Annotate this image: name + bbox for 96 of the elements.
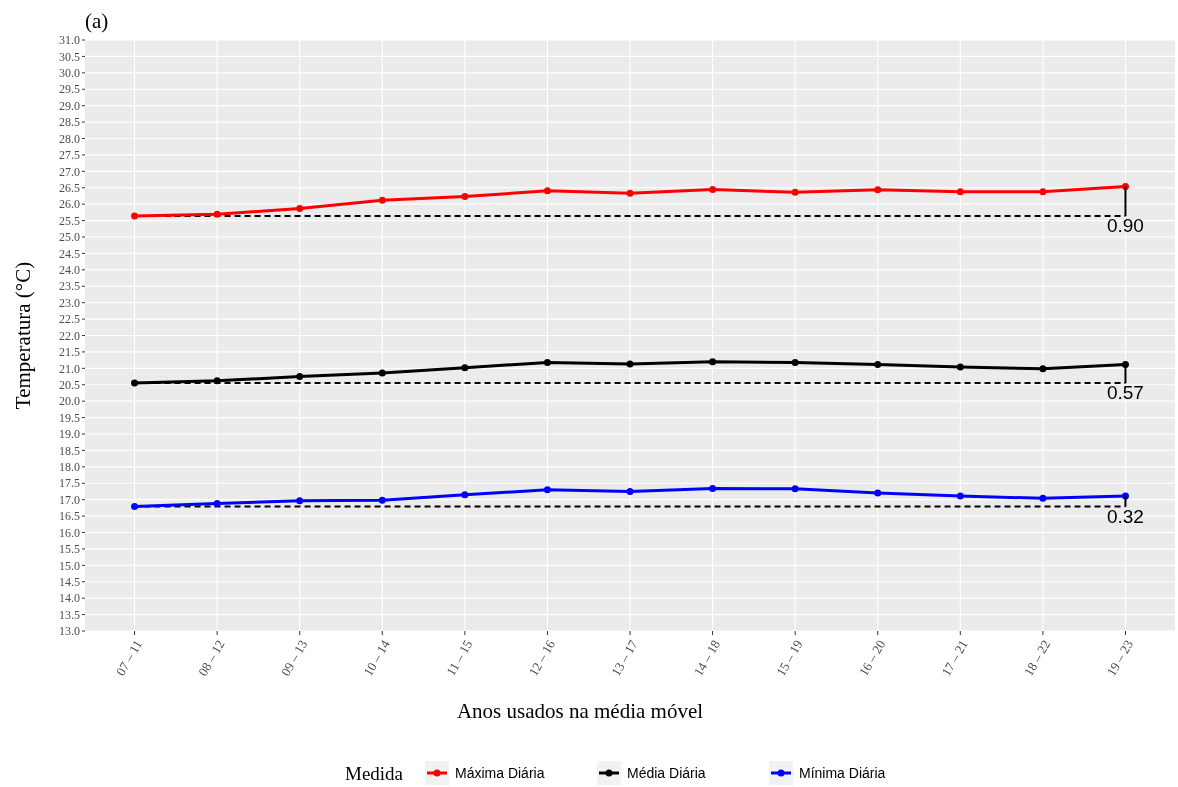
point [1039, 365, 1047, 373]
point [461, 491, 469, 499]
y-tick-label: 26.5 [59, 180, 80, 195]
point [956, 492, 964, 500]
y-axis-title: Temperatura (°C) [11, 261, 35, 410]
point [296, 373, 304, 381]
y-tick-label: 31.0 [59, 33, 80, 48]
y-tick-label: 16.5 [59, 509, 80, 524]
y-tick-label: 16.0 [59, 525, 80, 540]
x-tick-label: 10 – 14 [360, 636, 394, 679]
y-tick-label: 21.0 [59, 361, 80, 376]
y-tick-label: 30.5 [59, 49, 80, 64]
point [956, 363, 964, 371]
x-tick-label: 13 – 17 [608, 636, 641, 679]
point [378, 369, 386, 377]
x-tick-label: 12 – 16 [525, 636, 559, 679]
y-tick-label: 15.0 [59, 558, 80, 573]
x-tick-label: 07 – 11 [112, 637, 146, 679]
y-tick-label: 30.0 [59, 66, 80, 81]
y-tick-label: 21.5 [59, 345, 80, 360]
y-tick-label: 20.0 [59, 394, 80, 409]
point [626, 360, 634, 368]
point [378, 496, 386, 504]
point [791, 485, 799, 493]
x-tick-label: 18 – 22 [1020, 637, 1054, 679]
y-tick-label: 25.0 [59, 230, 80, 245]
x-axis-title: Anos usados na média móvel [456, 699, 704, 723]
point [543, 358, 551, 366]
annotation: 0.32 [1106, 505, 1144, 527]
point [296, 497, 304, 505]
point [791, 188, 799, 196]
point [709, 358, 717, 366]
annotation: 0.57 [1106, 382, 1144, 404]
point [709, 185, 717, 193]
point [709, 485, 717, 492]
point [213, 210, 221, 218]
y-tick-label: 26.0 [59, 197, 80, 212]
legend-label: Mínima Diária [799, 765, 886, 781]
point [874, 360, 882, 368]
x-tick-label: 19 – 23 [1103, 637, 1136, 679]
point [626, 487, 634, 495]
y-tick-label: 22.5 [59, 312, 80, 327]
y-tick-label: 27.5 [59, 148, 80, 163]
point [626, 189, 634, 197]
x-tick-label: 08 – 12 [195, 637, 228, 679]
point [1039, 188, 1047, 196]
y-tick-label: 14.0 [59, 591, 80, 606]
legend-label: Média Diária [627, 765, 706, 781]
y-tick-label: 13.5 [59, 607, 80, 622]
point [461, 193, 469, 201]
y-tick-label: 23.0 [59, 295, 80, 310]
point [461, 364, 469, 372]
y-tick-label: 19.5 [59, 410, 80, 425]
legend-label: Máxima Diária [455, 765, 545, 781]
y-tick-label: 28.0 [59, 131, 80, 146]
y-tick-label: 27.0 [59, 164, 80, 179]
point [213, 377, 221, 385]
y-tick-label: 18.0 [59, 460, 80, 475]
y-tick-label: 17.5 [59, 476, 80, 491]
y-tick-label: 23.5 [59, 279, 80, 294]
x-tick-label: 11 – 15 [443, 637, 476, 679]
chart-title: (a) [85, 9, 109, 33]
point [956, 188, 964, 196]
x-tick-label: 16 – 20 [855, 637, 889, 679]
point [131, 379, 139, 387]
y-tick-label: 29.0 [59, 98, 80, 113]
y-tick-label: 13.0 [59, 624, 80, 639]
point [874, 489, 882, 497]
y-tick-label: 14.5 [59, 574, 80, 589]
y-tick-label: 29.5 [59, 82, 80, 97]
x-tick-label: 15 – 19 [773, 637, 806, 679]
y-tick-label: 15.5 [59, 542, 80, 557]
y-tick-label: 22.0 [59, 328, 80, 343]
point [378, 196, 386, 204]
y-tick-label: 17.0 [59, 492, 80, 507]
point [543, 486, 551, 494]
y-tick-label: 24.5 [59, 246, 80, 261]
point [543, 187, 551, 195]
point [131, 503, 139, 511]
x-tick-label: 17 – 21 [938, 637, 971, 679]
y-tick-label: 25.5 [59, 213, 80, 228]
y-tick-label: 24.0 [59, 263, 80, 278]
y-tick-label: 19.0 [59, 427, 80, 442]
x-tick-label: 14 – 18 [690, 637, 724, 679]
annotation: 0.90 [1106, 214, 1144, 236]
y-tick-label: 28.5 [59, 115, 80, 130]
point [131, 212, 139, 220]
point [213, 500, 221, 508]
point [296, 204, 304, 212]
x-tick-label: 09 – 13 [277, 637, 311, 679]
point [1039, 494, 1047, 502]
point [791, 358, 799, 366]
legend-title: Medida [345, 763, 404, 784]
y-tick-label: 18.5 [59, 443, 80, 458]
point [874, 186, 882, 194]
y-tick-label: 20.5 [59, 377, 80, 392]
